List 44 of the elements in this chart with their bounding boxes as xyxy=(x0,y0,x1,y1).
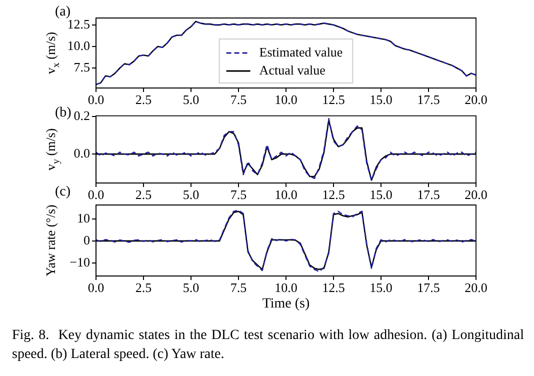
x-tick-label: 0.0 xyxy=(88,187,104,202)
x-tick-label: 12.5 xyxy=(322,280,345,296)
x-tick-label: 5.0 xyxy=(182,280,200,296)
legend-label: Estimated value xyxy=(259,44,343,60)
x-tick-label: 17.5 xyxy=(417,187,440,202)
line-series xyxy=(96,20,476,86)
x-tick-label: 20.0 xyxy=(464,280,488,296)
chart-title: (b) xyxy=(55,106,72,121)
y-tick-label: 10 xyxy=(77,210,90,226)
x-tick-label: 7.5 xyxy=(230,280,247,296)
x-tick-label: 5.0 xyxy=(182,92,200,108)
x-tick-label: 0.0 xyxy=(88,92,104,108)
x-tick-label: 5.0 xyxy=(182,187,200,202)
x-tick-label: 15.0 xyxy=(370,187,392,202)
x-tick-label: 7.5 xyxy=(230,92,247,108)
caption: Fig. 8. Key dynamic states in the DLC test scenario with low adhesion. (a) Longitudinal speed. (b) Lateral speed. (c) Yaw rate. xyxy=(12,328,525,362)
y-tick-label: 0 xyxy=(84,232,90,248)
x-tick-label: 2.5 xyxy=(135,280,152,296)
x-tick-label: 10.0 xyxy=(274,187,298,202)
y-tick-label: 0.0 xyxy=(74,145,90,160)
x-tick-label: 17.5 xyxy=(417,92,440,108)
y-tick-label: 0.2 xyxy=(74,108,90,124)
legend-label: Actual value xyxy=(259,62,326,78)
y-tick-label: 10.0 xyxy=(67,38,90,53)
y-axis-title: vx (m/s) xyxy=(43,32,62,74)
y-axis-title: Yaw rate (°/s) xyxy=(43,204,58,276)
x-tick-label: 15.0 xyxy=(370,280,392,296)
x-tick-label: 10.0 xyxy=(274,280,298,296)
y-tick-label: −10 xyxy=(70,254,90,270)
x-tick-label: 17.5 xyxy=(417,280,440,296)
x-tick-label: 12.5 xyxy=(322,187,345,202)
x-tick-label: 15.0 xyxy=(370,92,392,108)
x-axis-title: Time (s) xyxy=(262,296,310,312)
chart-title: (c) xyxy=(55,184,71,200)
x-tick-label: 2.5 xyxy=(135,92,152,108)
x-tick-label: 20.0 xyxy=(464,187,488,202)
y-axis-title: vy (m/s) xyxy=(43,128,62,170)
x-tick-label: 12.5 xyxy=(322,92,345,108)
x-tick-label: 10.0 xyxy=(274,92,298,108)
y-tick-label: 7.5 xyxy=(74,60,90,75)
x-tick-label: 2.5 xyxy=(135,187,152,202)
x-tick-label: 7.5 xyxy=(230,187,247,202)
x-tick-label: 20.0 xyxy=(464,92,488,108)
x-tick-label: 0.0 xyxy=(88,280,104,296)
